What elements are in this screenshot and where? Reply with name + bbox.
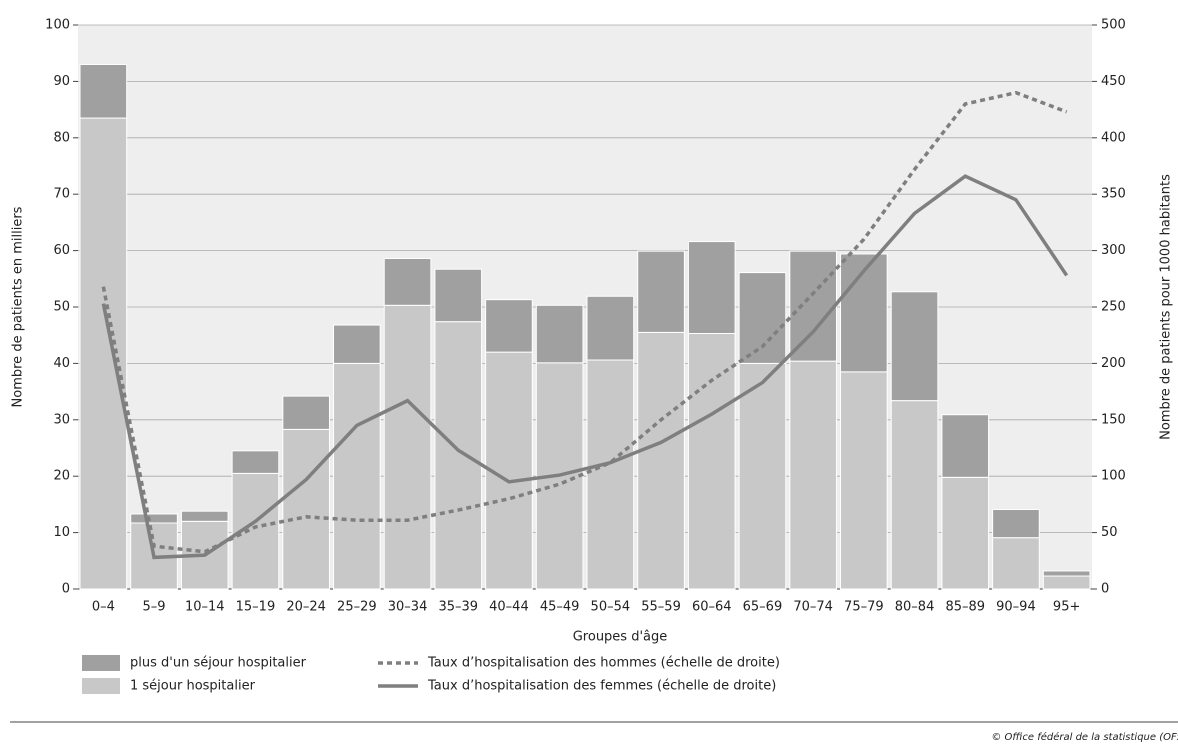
y2-tick-label: 500 [1101,18,1126,33]
legend-label: Taux d’hospitalisation des hommes (échel… [427,656,780,671]
bar [789,360,837,590]
x-tick-label: 65–69 [743,600,783,615]
x-tick-label: 95+ [1053,600,1080,615]
y2-tick-label: 450 [1101,74,1126,89]
bar [687,333,736,590]
y-tick-label: 0 [62,582,70,597]
bar [282,428,330,590]
y-tick-label: 70 [53,187,70,202]
legend-swatch [82,655,120,671]
bar [79,117,128,590]
y-tick-label: 60 [53,243,70,258]
bar [383,304,432,590]
bar [333,362,381,590]
y-tick-label: 30 [53,412,70,427]
bar [941,414,990,478]
x-tick-label: 5–9 [143,600,166,615]
bar [434,268,483,323]
y-tick-label: 90 [53,74,70,89]
bar [434,321,483,590]
x-tick-label: 70–74 [793,600,833,615]
y-tick-label: 50 [53,300,70,315]
legend-label: plus d'un séjour hospitalier [130,656,307,671]
x-tick-label: 85–89 [945,600,985,615]
y-axis-label: Nombre de patients en milliers [11,206,26,407]
bar [485,299,533,353]
bar [535,304,584,364]
y2-axis-label: Nombre de patients pour 1000 habitants [1159,174,1174,440]
y2-tick-label: 0 [1101,582,1109,597]
bar [180,510,229,522]
bar [1042,570,1091,577]
y-tick-label: 10 [53,525,70,540]
bar [687,241,736,335]
source: © Office fédéral de la statistique (OFS) [991,731,1178,743]
bar [637,250,685,333]
y2-tick-label: 50 [1101,525,1118,540]
bar [333,324,381,364]
y-tick-label: 80 [53,130,70,145]
bar [992,537,1040,590]
legend-label: Taux d’hospitalisation des femmes (échel… [427,679,776,694]
bar [586,295,635,361]
x-axis-label: Groupes d'âge [573,630,668,645]
y2-tick-label: 350 [1101,187,1126,202]
line-series [101,90,1068,554]
y-tick-label: 40 [53,356,70,371]
x-tick-label: 75–79 [844,600,884,615]
x-tick-label: 10–14 [185,600,225,615]
bar [738,272,787,364]
legend-swatch [82,678,120,694]
bar [586,359,635,590]
line-series [101,174,1069,560]
x-tick-label: 15–19 [236,600,276,615]
bar [840,371,888,590]
legend-label: 1 séjour hospitalier [130,679,256,694]
y-tick-label: 20 [53,469,70,484]
x-tick-label: 20–24 [286,600,326,615]
bar [738,362,787,590]
x-tick-label: 35–39 [438,600,478,615]
bar [231,450,280,474]
bar [383,257,432,306]
bar [79,63,128,119]
x-tick-label: 60–64 [692,600,732,615]
bar [282,395,330,430]
bar [789,250,837,362]
y-tick-label: 100 [45,18,70,33]
x-tick-label: 50–54 [591,600,631,615]
x-tick-label: 40–44 [489,600,529,615]
x-tick-label: 25–29 [337,600,377,615]
y2-tick-label: 400 [1101,130,1126,145]
y2-tick-label: 300 [1101,243,1126,258]
bar [941,476,990,590]
x-tick-label: 0–4 [92,600,115,615]
x-tick-label: 90–94 [996,600,1036,615]
bar [130,513,178,524]
y2-tick-label: 100 [1101,469,1126,484]
y2-tick-label: 250 [1101,300,1126,315]
bar [890,400,939,590]
y2-tick-label: 200 [1101,356,1126,371]
x-tick-label: 45–49 [540,600,580,615]
bar [890,291,939,402]
y2-tick-label: 150 [1101,412,1126,427]
bar [637,331,685,590]
bar [1042,575,1091,590]
x-tick-label: 30–34 [388,600,428,615]
bar [992,508,1040,539]
x-tick-label: 80–84 [895,600,935,615]
x-tick-label: 55–59 [641,600,681,615]
